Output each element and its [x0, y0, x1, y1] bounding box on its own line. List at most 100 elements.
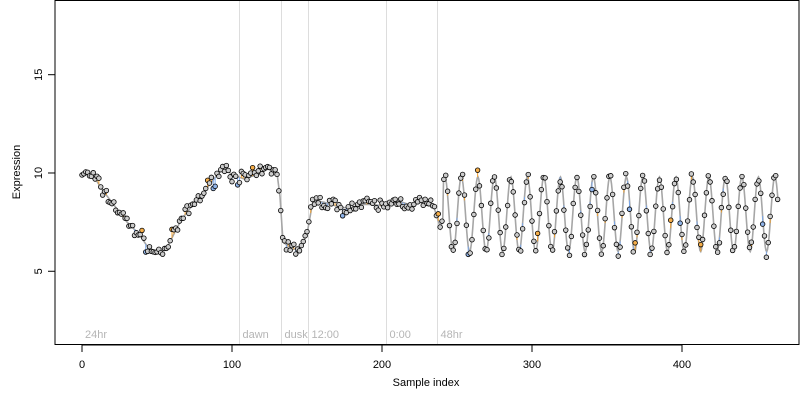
x-tick-label: 0 — [79, 359, 85, 371]
data-point — [257, 163, 263, 169]
data-point — [746, 244, 753, 251]
data-point — [146, 244, 153, 250]
data-point — [694, 224, 700, 231]
data-point — [216, 173, 222, 180]
data-point — [471, 211, 477, 218]
data-point — [649, 245, 655, 251]
data-point — [739, 173, 745, 180]
data-point — [564, 245, 571, 251]
data-point — [384, 204, 391, 211]
data-point — [529, 218, 535, 224]
data-point — [709, 198, 715, 204]
data-point — [713, 244, 719, 250]
data-point — [495, 207, 501, 213]
data-point — [249, 164, 256, 171]
data-point — [255, 168, 261, 174]
data-point — [669, 204, 676, 210]
data-point — [411, 201, 417, 208]
y-axis: 5 10 15 — [33, 69, 56, 274]
data-point — [773, 172, 779, 179]
data-point — [774, 196, 781, 203]
data-point — [675, 189, 681, 196]
data-point — [201, 190, 207, 196]
data-point — [634, 229, 640, 235]
data-point — [159, 251, 166, 257]
data-point — [349, 200, 355, 206]
data-point — [478, 202, 485, 209]
data-point — [703, 190, 710, 196]
data-point — [486, 235, 492, 241]
data-point — [141, 235, 147, 241]
data-point — [707, 179, 713, 185]
data-point — [503, 224, 509, 230]
phase-label-3: 12:00 — [312, 329, 340, 341]
data-point — [681, 248, 687, 255]
data-point — [609, 191, 616, 198]
data-point — [589, 186, 595, 193]
data-point — [666, 242, 672, 248]
data-point — [90, 170, 96, 176]
data-point — [662, 232, 668, 239]
data-point — [165, 244, 171, 250]
data-point — [724, 178, 730, 184]
data-point — [103, 187, 110, 194]
data-point — [677, 220, 683, 226]
data-point — [639, 172, 646, 179]
data-point — [461, 192, 468, 198]
data-point — [463, 222, 470, 228]
data-point — [581, 251, 588, 258]
data-point — [266, 164, 273, 171]
data-point — [600, 243, 606, 249]
data-point — [671, 180, 678, 187]
data-point — [306, 219, 312, 225]
data-point — [396, 201, 402, 207]
data-point — [688, 171, 695, 177]
data-point — [735, 203, 741, 210]
data-point — [660, 206, 666, 212]
data-point — [544, 198, 550, 205]
data-point — [578, 212, 584, 218]
data-point — [561, 207, 567, 213]
data-point — [741, 181, 747, 188]
data-point — [583, 241, 590, 248]
data-point — [332, 197, 338, 204]
data-point — [534, 230, 541, 237]
data-point — [244, 176, 250, 183]
data-point — [765, 239, 771, 246]
data-point — [450, 247, 456, 253]
phase-labels: 24hr dawn dusk 12:00 0:00 48hr — [85, 329, 463, 341]
data-point — [484, 246, 490, 253]
data-point — [570, 200, 576, 207]
data-point — [705, 173, 711, 179]
x-tick-label: 400 — [673, 359, 691, 371]
data-point — [474, 167, 481, 173]
data-point — [129, 222, 136, 229]
data-point — [748, 239, 755, 245]
data-point — [752, 196, 758, 203]
data-point — [206, 180, 213, 186]
data-point — [459, 171, 466, 178]
plot-area-border — [54, 0, 800, 345]
data-point — [651, 228, 657, 235]
data-point — [763, 254, 770, 260]
data-point — [656, 177, 663, 183]
data-point — [186, 210, 192, 217]
data-point — [641, 178, 648, 184]
data-point — [208, 174, 215, 181]
data-point — [510, 189, 516, 195]
phase-label-4: 0:00 — [390, 329, 411, 341]
data-point — [223, 162, 230, 169]
phase-lines — [239, 1, 438, 344]
data-point — [371, 197, 378, 204]
data-point — [491, 174, 498, 180]
data-point — [180, 215, 186, 221]
data-point — [174, 227, 181, 233]
data-point — [698, 241, 704, 248]
data-point — [758, 190, 764, 197]
data-point — [469, 236, 475, 243]
data-point — [690, 179, 696, 185]
data-point — [287, 247, 293, 253]
data-point — [628, 224, 635, 230]
data-point — [531, 238, 537, 244]
data-point — [444, 188, 451, 194]
